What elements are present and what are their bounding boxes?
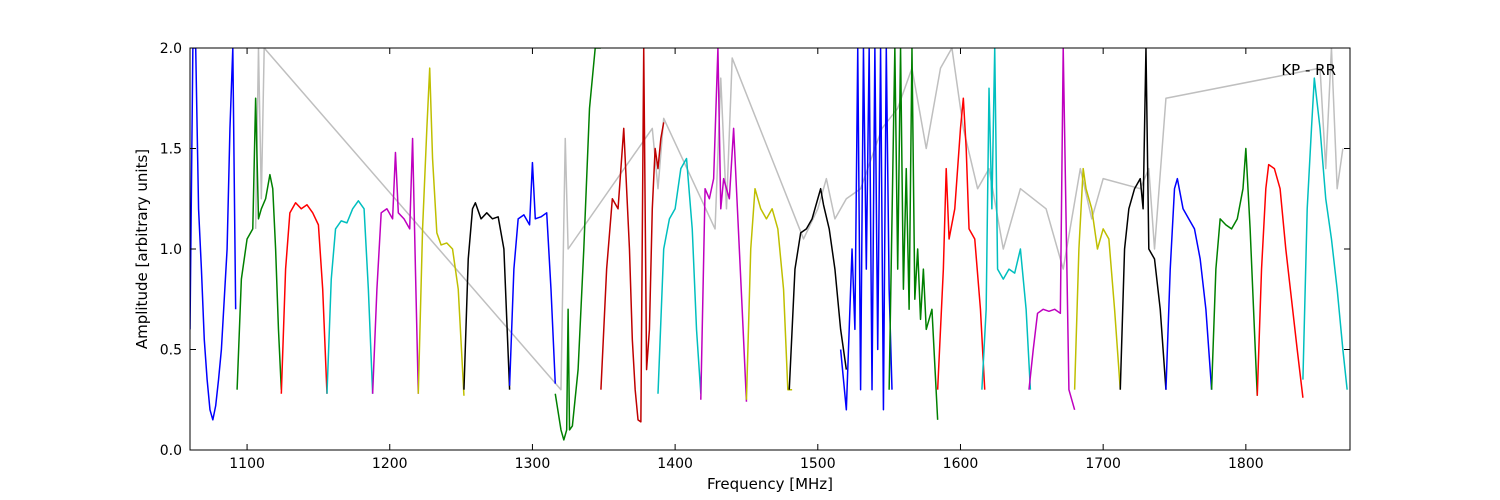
x-tick-label: 1100 bbox=[229, 456, 265, 472]
x-tick-label: 1600 bbox=[943, 456, 979, 472]
series-segment-7 bbox=[463, 202, 511, 390]
x-tick-label: 1400 bbox=[657, 456, 693, 472]
series-segment-21 bbox=[1119, 48, 1167, 390]
series-segment-11 bbox=[657, 157, 702, 394]
y-axis-ticks: 0.0 0.5 1.0 1.5 2.0 bbox=[160, 41, 1350, 459]
x-tick-label: 1200 bbox=[372, 456, 408, 472]
series-segment-9 bbox=[554, 48, 601, 441]
y-tick-label: 1.0 bbox=[160, 242, 182, 258]
series-segment-13 bbox=[745, 187, 793, 400]
series-segment-23 bbox=[1210, 147, 1259, 396]
x-axis-label: Frequency [MHz] bbox=[707, 475, 833, 493]
annotation-label: KP - RR bbox=[1281, 61, 1336, 79]
series-layer bbox=[190, 48, 1348, 441]
series-segment-24 bbox=[1256, 163, 1304, 398]
series-segment-22 bbox=[1165, 177, 1213, 390]
plot-frame bbox=[189, 47, 1351, 451]
y-tick-label: 1.5 bbox=[160, 142, 182, 158]
series-segment-17 bbox=[936, 97, 986, 390]
y-tick-label: 2.0 bbox=[160, 41, 182, 57]
x-tick-label: 1700 bbox=[1085, 456, 1121, 472]
series-segment-15 bbox=[839, 48, 893, 411]
x-tick-label: 1500 bbox=[800, 456, 836, 472]
series-segment-3 bbox=[280, 202, 328, 394]
series-segment-2 bbox=[236, 97, 283, 390]
background-series-line bbox=[254, 48, 1344, 391]
x-axis-ticks: 1100 1200 1300 1400 1500 1600 1700 1800 bbox=[229, 48, 1264, 472]
series-segment-8 bbox=[508, 161, 557, 386]
series-segment-19 bbox=[1028, 48, 1076, 411]
series-segment-14 bbox=[788, 187, 848, 390]
series-segment-25 bbox=[1302, 77, 1348, 390]
series-segment-10 bbox=[600, 48, 665, 423]
y-axis-label: Amplitude [arbitrary units] bbox=[133, 149, 151, 349]
series-segment-16 bbox=[888, 48, 939, 420]
series-segment-12 bbox=[700, 48, 748, 402]
y-tick-label: 0.5 bbox=[160, 343, 182, 359]
series-segment-4 bbox=[326, 200, 374, 394]
series-segment-1 bbox=[190, 48, 237, 421]
series-segment-6 bbox=[417, 67, 465, 396]
background-series-layer bbox=[254, 48, 1344, 391]
x-tick-label: 1300 bbox=[515, 456, 551, 472]
series-segment-5 bbox=[371, 137, 420, 394]
series-segment-18 bbox=[981, 48, 1032, 390]
y-tick-label: 0.0 bbox=[160, 443, 182, 459]
x-tick-label: 1800 bbox=[1228, 456, 1264, 472]
series-segment-20 bbox=[1073, 167, 1122, 390]
